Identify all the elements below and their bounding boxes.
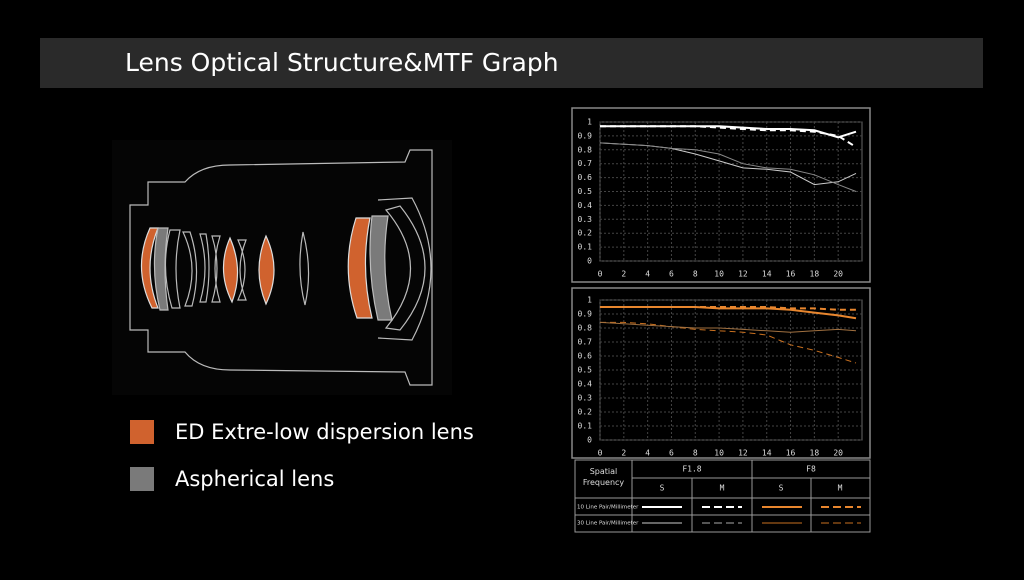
header-title: Lens Optical Structure&MTF Graph xyxy=(125,48,559,77)
x-tick-label: 4 xyxy=(645,449,650,458)
y-tick-label: 0.2 xyxy=(578,229,593,238)
table-subhead: M xyxy=(838,484,843,493)
table-group: F1.8 xyxy=(682,465,701,474)
x-tick-label: 10 xyxy=(714,449,724,458)
y-tick-label: 0.5 xyxy=(578,366,593,375)
y-tick-label: 1 xyxy=(587,118,592,127)
x-tick-label: 14 xyxy=(762,270,772,279)
table-corner: Spatial Frequency xyxy=(582,467,625,487)
x-tick-label: 10 xyxy=(714,270,724,279)
x-tick-label: 12 xyxy=(738,449,748,458)
y-tick-label: 0.9 xyxy=(578,131,593,140)
x-tick-label: 16 xyxy=(786,449,796,458)
series-line xyxy=(599,321,857,333)
x-tick-label: 0 xyxy=(598,449,603,458)
table-row-label: 10 Line Pair/Millimeter xyxy=(577,505,639,511)
chart-frame xyxy=(571,107,871,283)
y-tick-label: 0.8 xyxy=(578,324,593,333)
y-tick-label: 0.9 xyxy=(578,310,593,319)
legend-label: Aspherical lens xyxy=(175,467,334,491)
x-tick-label: 16 xyxy=(786,270,796,279)
y-tick-label: 0.7 xyxy=(578,338,593,347)
table-subhead: S xyxy=(779,484,784,493)
y-tick-label: 0.4 xyxy=(578,380,593,389)
x-tick-label: 2 xyxy=(621,449,626,458)
table-group: F8 xyxy=(806,465,816,474)
x-tick-label: 14 xyxy=(762,449,772,458)
legend-label: ED Extre-low dispersion lens xyxy=(175,420,474,444)
y-tick-label: 0.1 xyxy=(578,422,593,431)
x-tick-label: 20 xyxy=(833,270,843,279)
y-tick-label: 0.7 xyxy=(578,159,593,168)
legend: ED Extre-low dispersion lens Aspherical l… xyxy=(130,420,474,491)
y-tick-label: 0.4 xyxy=(578,201,593,210)
y-tick-label: 0.6 xyxy=(578,352,593,361)
table-subhead: S xyxy=(660,484,665,493)
series-line xyxy=(600,125,857,148)
y-tick-label: 0 xyxy=(587,436,592,445)
table-corner-box: Spatial Frequency xyxy=(582,467,625,487)
x-tick-label: 18 xyxy=(810,270,820,279)
lens-diagram xyxy=(112,140,452,395)
chart-frame xyxy=(571,287,871,459)
x-tick-label: 0 xyxy=(598,270,603,279)
x-tick-label: 6 xyxy=(669,449,674,458)
y-tick-label: 1 xyxy=(587,296,592,305)
legend-swatch xyxy=(130,467,154,491)
table-row-label: 30 Line Pair/Millimeter xyxy=(577,521,639,527)
key-table-text: Spatial Frequency F1.8 F8 S M S M 10 Lin… xyxy=(577,465,843,527)
x-tick-label: 8 xyxy=(693,449,698,458)
y-tick-label: 0.6 xyxy=(578,173,593,182)
key-table xyxy=(574,459,871,533)
y-tick-label: 0 xyxy=(587,257,592,266)
series-line xyxy=(599,142,857,192)
header-bar xyxy=(40,38,983,88)
x-tick-label: 8 xyxy=(693,270,698,279)
y-tick-label: 0.3 xyxy=(578,215,593,224)
charts: 00.10.20.30.40.50.60.70.80.910 2 4 6 8 10 12 14… xyxy=(571,107,871,459)
series-line xyxy=(600,306,856,311)
y-tick-label: 0.1 xyxy=(578,243,593,252)
table-subhead: M xyxy=(720,484,725,493)
x-tick-label: 12 xyxy=(738,270,748,279)
y-tick-label: 0.2 xyxy=(578,408,593,417)
y-tick-label: 0.5 xyxy=(578,187,593,196)
x-tick-label: 18 xyxy=(810,449,820,458)
x-tick-label: 4 xyxy=(645,270,650,279)
x-tick-label: 6 xyxy=(669,270,674,279)
x-tick-label: 20 xyxy=(833,449,843,458)
y-tick-label: 0.8 xyxy=(578,145,593,154)
x-tick-label: 2 xyxy=(621,270,626,279)
series-line xyxy=(600,321,857,364)
legend-swatch xyxy=(130,420,154,444)
y-tick-label: 0.3 xyxy=(578,394,593,403)
